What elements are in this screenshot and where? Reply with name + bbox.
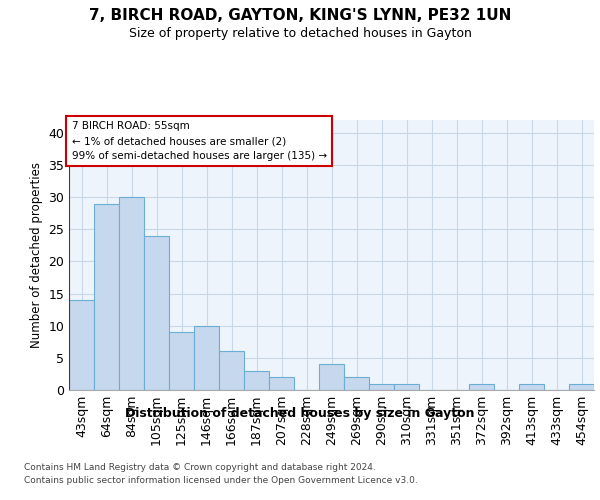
Text: 7 BIRCH ROAD: 55sqm
← 1% of detached houses are smaller (2)
99% of semi-detached: 7 BIRCH ROAD: 55sqm ← 1% of detached hou… xyxy=(71,122,327,161)
Bar xyxy=(119,197,144,390)
Bar xyxy=(169,332,194,390)
Y-axis label: Number of detached properties: Number of detached properties xyxy=(30,162,43,348)
Bar xyxy=(469,384,494,390)
Text: 7, BIRCH ROAD, GAYTON, KING'S LYNN, PE32 1UN: 7, BIRCH ROAD, GAYTON, KING'S LYNN, PE32… xyxy=(89,8,511,22)
Bar xyxy=(369,384,394,390)
Bar xyxy=(219,352,244,390)
Bar xyxy=(519,384,544,390)
Bar xyxy=(244,370,269,390)
Bar xyxy=(94,204,119,390)
Text: Distribution of detached houses by size in Gayton: Distribution of detached houses by size … xyxy=(125,408,475,420)
Text: Contains HM Land Registry data © Crown copyright and database right 2024.: Contains HM Land Registry data © Crown c… xyxy=(24,462,376,471)
Text: Size of property relative to detached houses in Gayton: Size of property relative to detached ho… xyxy=(128,28,472,40)
Bar xyxy=(269,377,294,390)
Bar xyxy=(69,300,94,390)
Bar xyxy=(344,377,369,390)
Bar xyxy=(194,326,219,390)
Bar xyxy=(394,384,419,390)
Bar xyxy=(569,384,594,390)
Bar xyxy=(144,236,169,390)
Text: Contains public sector information licensed under the Open Government Licence v3: Contains public sector information licen… xyxy=(24,476,418,485)
Bar xyxy=(319,364,344,390)
